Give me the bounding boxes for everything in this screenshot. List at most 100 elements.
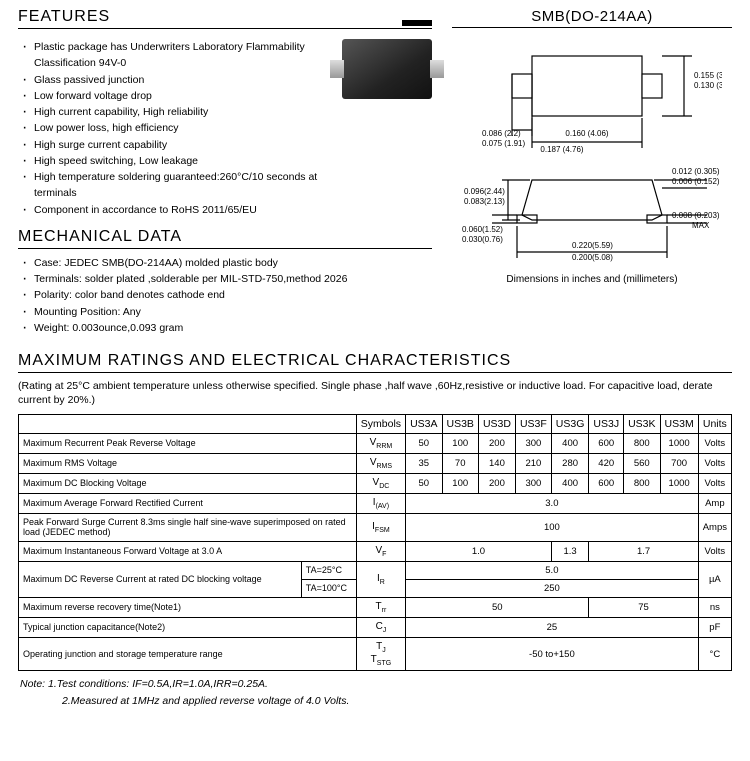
col-part: US3F [515, 414, 551, 433]
feature-item: Plastic package has Underwriters Laborat… [22, 39, 332, 72]
features-list: Plastic package has Underwriters Laborat… [22, 39, 332, 218]
value-cell: 50 [406, 473, 442, 493]
ratings-intro: (Rating at 25°C ambient temperature unle… [18, 379, 732, 407]
value-cell: 1.7 [589, 542, 698, 562]
param-sub: TA=25°C [301, 562, 356, 580]
dim-text: 0.075 (1.91) [482, 139, 525, 148]
value-cell: 300 [515, 433, 551, 453]
feature-item: High speed switching, Low leakage [22, 153, 332, 169]
dim-text: 0.187 (4.76) [540, 145, 583, 154]
value-cell: 100 [442, 473, 478, 493]
value-cell: 1000 [660, 433, 698, 453]
dim-text: 0.096(2.44) [464, 187, 505, 196]
symbol-cell: IFSM [356, 513, 405, 542]
value-cell: 210 [515, 453, 551, 473]
unit-cell: µA [698, 562, 731, 598]
value-cell: 1.0 [406, 542, 552, 562]
value-cell: 5.0 [406, 562, 699, 580]
value-cell: 35 [406, 453, 442, 473]
col-symbols: Symbols [356, 414, 405, 433]
param-cell: Operating junction and storage temperatu… [19, 638, 357, 671]
mechanical-item: Mounting Position: Any [22, 304, 432, 320]
unit-cell: Amp [698, 493, 731, 513]
ratings-table: Symbols US3A US3B US3D US3F US3G US3J US… [18, 414, 732, 672]
feature-item: High surge current capability [22, 137, 332, 153]
param-sub: TA=100°C [301, 580, 356, 598]
dim-text: 0.012 (0.305) [672, 167, 720, 176]
value-cell: 800 [624, 473, 660, 493]
dim-text: 0.086 (2.2) [482, 129, 521, 138]
value-cell: 200 [478, 473, 515, 493]
mechanical-item: Weight: 0.003ounce,0.093 gram [22, 320, 432, 336]
unit-cell: °C [698, 638, 731, 671]
package-heading: SMB(DO-214AA) [452, 8, 732, 28]
value-cell: 250 [406, 580, 699, 598]
dim-text: MAX [692, 221, 710, 230]
dim-text: 0.220(5.59) [572, 241, 613, 250]
dim-text: 0.060(1.52) [462, 225, 503, 234]
param-cell: Maximum DC Reverse Current at rated DC b… [19, 562, 302, 598]
value-cell: 420 [589, 453, 624, 473]
mechanical-item: Terminals: solder plated ,solderable per… [22, 271, 432, 287]
dim-text: 0.155 (3.94) [694, 71, 722, 80]
unit-cell: Volts [698, 433, 731, 453]
col-part: US3D [478, 414, 515, 433]
dimensions-caption: Dimensions in inches and (millimeters) [452, 274, 732, 285]
mechanical-list: Case: JEDEC SMB(DO-214AA) molded plastic… [22, 255, 432, 336]
param-cell: Maximum RMS Voltage [19, 453, 357, 473]
symbol-cell: VF [356, 542, 405, 562]
param-cell: Typical junction capacitance(Note2) [19, 618, 357, 638]
param-cell: Maximum DC Blocking Voltage [19, 473, 357, 493]
value-cell: 140 [478, 453, 515, 473]
value-cell: 400 [551, 433, 589, 453]
param-cell: Peak Forward Surge Current 8.3ms single … [19, 513, 357, 542]
feature-item: Low forward voltage drop [22, 88, 332, 104]
value-cell: 800 [624, 433, 660, 453]
param-cell: Maximum Recurrent Peak Reverse Voltage [19, 433, 357, 453]
note-2: 2.Measured at 1MHz and applied reverse v… [62, 694, 732, 709]
dim-text: 0.200(5.08) [572, 253, 613, 262]
value-cell: 75 [589, 598, 698, 618]
unit-cell: ns [698, 598, 731, 618]
dim-text: 0.130 (3.30) [694, 81, 722, 90]
unit-cell: Amps [698, 513, 731, 542]
col-part: US3B [442, 414, 478, 433]
package-side-drawing: 0.096(2.44) 0.083(2.13) 0.060(1.52) 0.03… [462, 160, 722, 270]
value-cell: 1000 [660, 473, 698, 493]
ratings-heading: MAXIMUM RATINGS AND ELECTRICAL CHARACTER… [18, 352, 732, 373]
col-units: Units [698, 414, 731, 433]
symbol-cell: VRMS [356, 453, 405, 473]
param-cell: Maximum Average Forward Rectified Curren… [19, 493, 357, 513]
unit-cell: Volts [698, 542, 731, 562]
value-cell: 280 [551, 453, 589, 473]
mechanical-item: Polarity: color band denotes cathode end [22, 287, 432, 303]
value-cell: 100 [442, 433, 478, 453]
symbol-cell: Trr [356, 598, 405, 618]
value-cell: 560 [624, 453, 660, 473]
param-cell: Maximum reverse recovery time(Note1) [19, 598, 357, 618]
unit-cell: Volts [698, 453, 731, 473]
feature-item: Component in accordance to RoHS 2011/65/… [22, 202, 332, 218]
col-part: US3J [589, 414, 624, 433]
value-cell: 700 [660, 453, 698, 473]
col-part: US3G [551, 414, 589, 433]
mechanical-item: Case: JEDEC SMB(DO-214AA) molded plastic… [22, 255, 432, 271]
dim-text: 0.006 (0.152) [672, 177, 720, 186]
feature-item: Low power loss, high efficiency [22, 120, 332, 136]
value-cell: 70 [442, 453, 478, 473]
symbol-cell: IR [356, 562, 405, 598]
symbol-cell: VDC [356, 473, 405, 493]
value-cell: 600 [589, 433, 624, 453]
feature-item: Glass passived junction [22, 72, 332, 88]
value-cell: 3.0 [406, 493, 699, 513]
value-cell: 25 [406, 618, 699, 638]
symbol-cell: CJ [356, 618, 405, 638]
value-cell: 400 [551, 473, 589, 493]
value-cell: 50 [406, 598, 589, 618]
param-cell: Maximum Instantaneous Forward Voltage at… [19, 542, 357, 562]
symbol-cell: TJTSTG [356, 638, 405, 671]
features-heading: FEATURES [18, 8, 432, 29]
feature-item: High current capability, High reliabilit… [22, 104, 332, 120]
dim-text: 0.030(0.76) [462, 235, 503, 244]
unit-cell: Volts [698, 473, 731, 493]
